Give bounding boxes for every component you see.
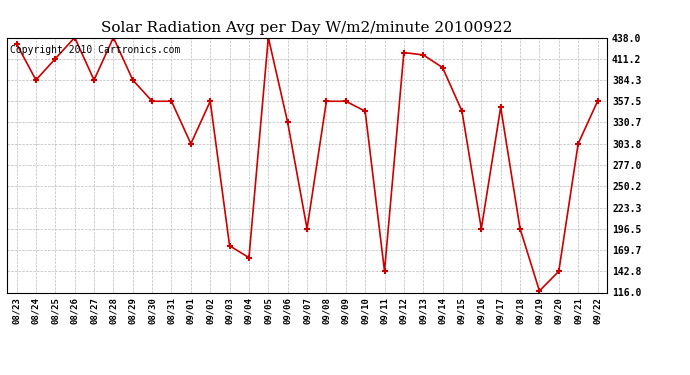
Text: Copyright 2010 Cartronics.com: Copyright 2010 Cartronics.com [10,45,180,55]
Title: Solar Radiation Avg per Day W/m2/minute 20100922: Solar Radiation Avg per Day W/m2/minute … [101,21,513,35]
